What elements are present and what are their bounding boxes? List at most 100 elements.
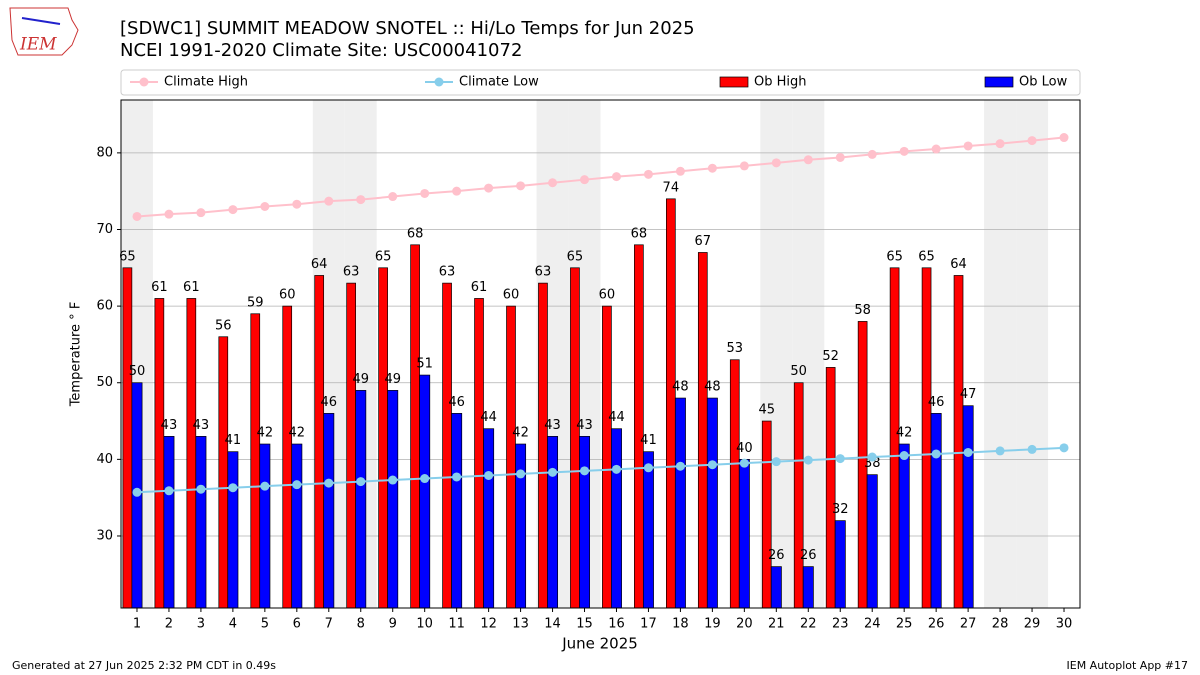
- data-label: 60: [503, 288, 520, 303]
- point: [995, 139, 1005, 149]
- bar: [282, 305, 293, 609]
- point: [548, 178, 558, 188]
- point: [388, 475, 398, 485]
- data-label: 48: [672, 380, 689, 395]
- x-tick-label: 21: [768, 617, 785, 632]
- legend-label: Ob High: [754, 75, 807, 90]
- data-label: 43: [161, 418, 178, 433]
- y-tick-label: 80: [96, 145, 113, 160]
- bar: [538, 282, 548, 609]
- data-label: 65: [567, 249, 584, 264]
- data-label: 60: [599, 288, 616, 303]
- point: [228, 205, 238, 215]
- logo-line: [21, 17, 61, 25]
- y-tick-label: 60: [96, 299, 113, 314]
- bar: [634, 244, 644, 609]
- x-tick-label: 17: [640, 617, 657, 632]
- x-tick-label: 26: [928, 617, 945, 632]
- point: [707, 163, 717, 173]
- x-tick-label: 1: [133, 617, 141, 632]
- data-label: 58: [854, 303, 871, 318]
- point: [324, 196, 334, 206]
- x-tick-label: 7: [325, 617, 333, 632]
- bar: [515, 443, 527, 609]
- data-label: 43: [193, 418, 210, 433]
- x-tick-label: 4: [229, 617, 237, 632]
- data-label: 40: [736, 441, 753, 456]
- data-label: 45: [758, 403, 775, 418]
- data-label: 65: [886, 249, 903, 264]
- point: [420, 474, 430, 484]
- legend-marker: [139, 77, 149, 87]
- point: [1027, 444, 1037, 454]
- point: [995, 446, 1005, 456]
- bar: [547, 436, 559, 609]
- x-tick-label: 3: [197, 617, 205, 632]
- data-label: 42: [257, 426, 274, 441]
- data-label: 61: [183, 280, 200, 295]
- bar: [451, 413, 463, 609]
- bar: [355, 390, 367, 609]
- data-label: 64: [950, 257, 967, 272]
- data-label: 46: [321, 395, 338, 410]
- bar: [642, 451, 654, 609]
- data-label: 65: [119, 249, 136, 264]
- x-tick-label: 30: [1056, 617, 1073, 632]
- data-label: 26: [800, 548, 817, 563]
- bar: [227, 451, 239, 609]
- x-tick-label: 10: [416, 617, 433, 632]
- point: [196, 484, 206, 494]
- point: [196, 208, 206, 218]
- bar: [378, 267, 388, 609]
- data-label: 68: [407, 226, 424, 241]
- bar: [186, 298, 197, 609]
- legend-box: [120, 69, 1081, 96]
- bar: [474, 298, 484, 609]
- bar: [602, 305, 612, 609]
- y-tick-label: 50: [96, 375, 113, 390]
- data-label: 50: [790, 364, 807, 379]
- y-axis-label: Temperature ° F: [69, 302, 84, 408]
- point: [260, 202, 270, 212]
- data-label: 43: [544, 418, 561, 433]
- point: [484, 183, 494, 193]
- point: [164, 486, 174, 496]
- bar: [706, 397, 718, 609]
- logo-text: IEM: [19, 35, 57, 55]
- point: [452, 472, 462, 482]
- data-label: 63: [439, 265, 456, 280]
- bar: [195, 436, 207, 609]
- point: [452, 186, 462, 196]
- bar: [611, 428, 622, 609]
- chart-title: [SDWC1] SUMMIT MEADOW SNOTEL :: Hi/Lo Te…: [120, 18, 695, 39]
- y-tick-label: 70: [96, 222, 113, 237]
- data-label: 46: [928, 395, 945, 410]
- point: [803, 455, 813, 465]
- bar: [506, 305, 516, 609]
- x-tick-label: 23: [832, 617, 849, 632]
- footer-right: IEM Autoplot App #17: [1067, 659, 1189, 672]
- legend-swatch: [984, 76, 1014, 88]
- point: [835, 454, 845, 464]
- bar: [483, 428, 495, 609]
- x-tick-label: 29: [1024, 617, 1041, 632]
- x-tick-label: 14: [544, 617, 561, 632]
- data-label: 47: [960, 387, 977, 402]
- point: [164, 209, 174, 219]
- point: [739, 458, 749, 468]
- data-label: 63: [535, 265, 552, 280]
- x-tick-label: 2: [165, 617, 173, 632]
- data-label: 67: [695, 234, 712, 249]
- legend-label: Climate Low: [459, 75, 539, 90]
- point: [803, 155, 813, 165]
- x-tick-label: 24: [864, 617, 881, 632]
- x-axis-label: June 2025: [561, 635, 638, 653]
- bar: [953, 275, 964, 609]
- point: [931, 449, 941, 459]
- bar: [793, 382, 804, 609]
- bar: [761, 420, 772, 609]
- logo: IEM: [9, 7, 79, 56]
- bar: [410, 244, 420, 609]
- data-label: 26: [768, 548, 785, 563]
- data-label: 44: [608, 410, 625, 425]
